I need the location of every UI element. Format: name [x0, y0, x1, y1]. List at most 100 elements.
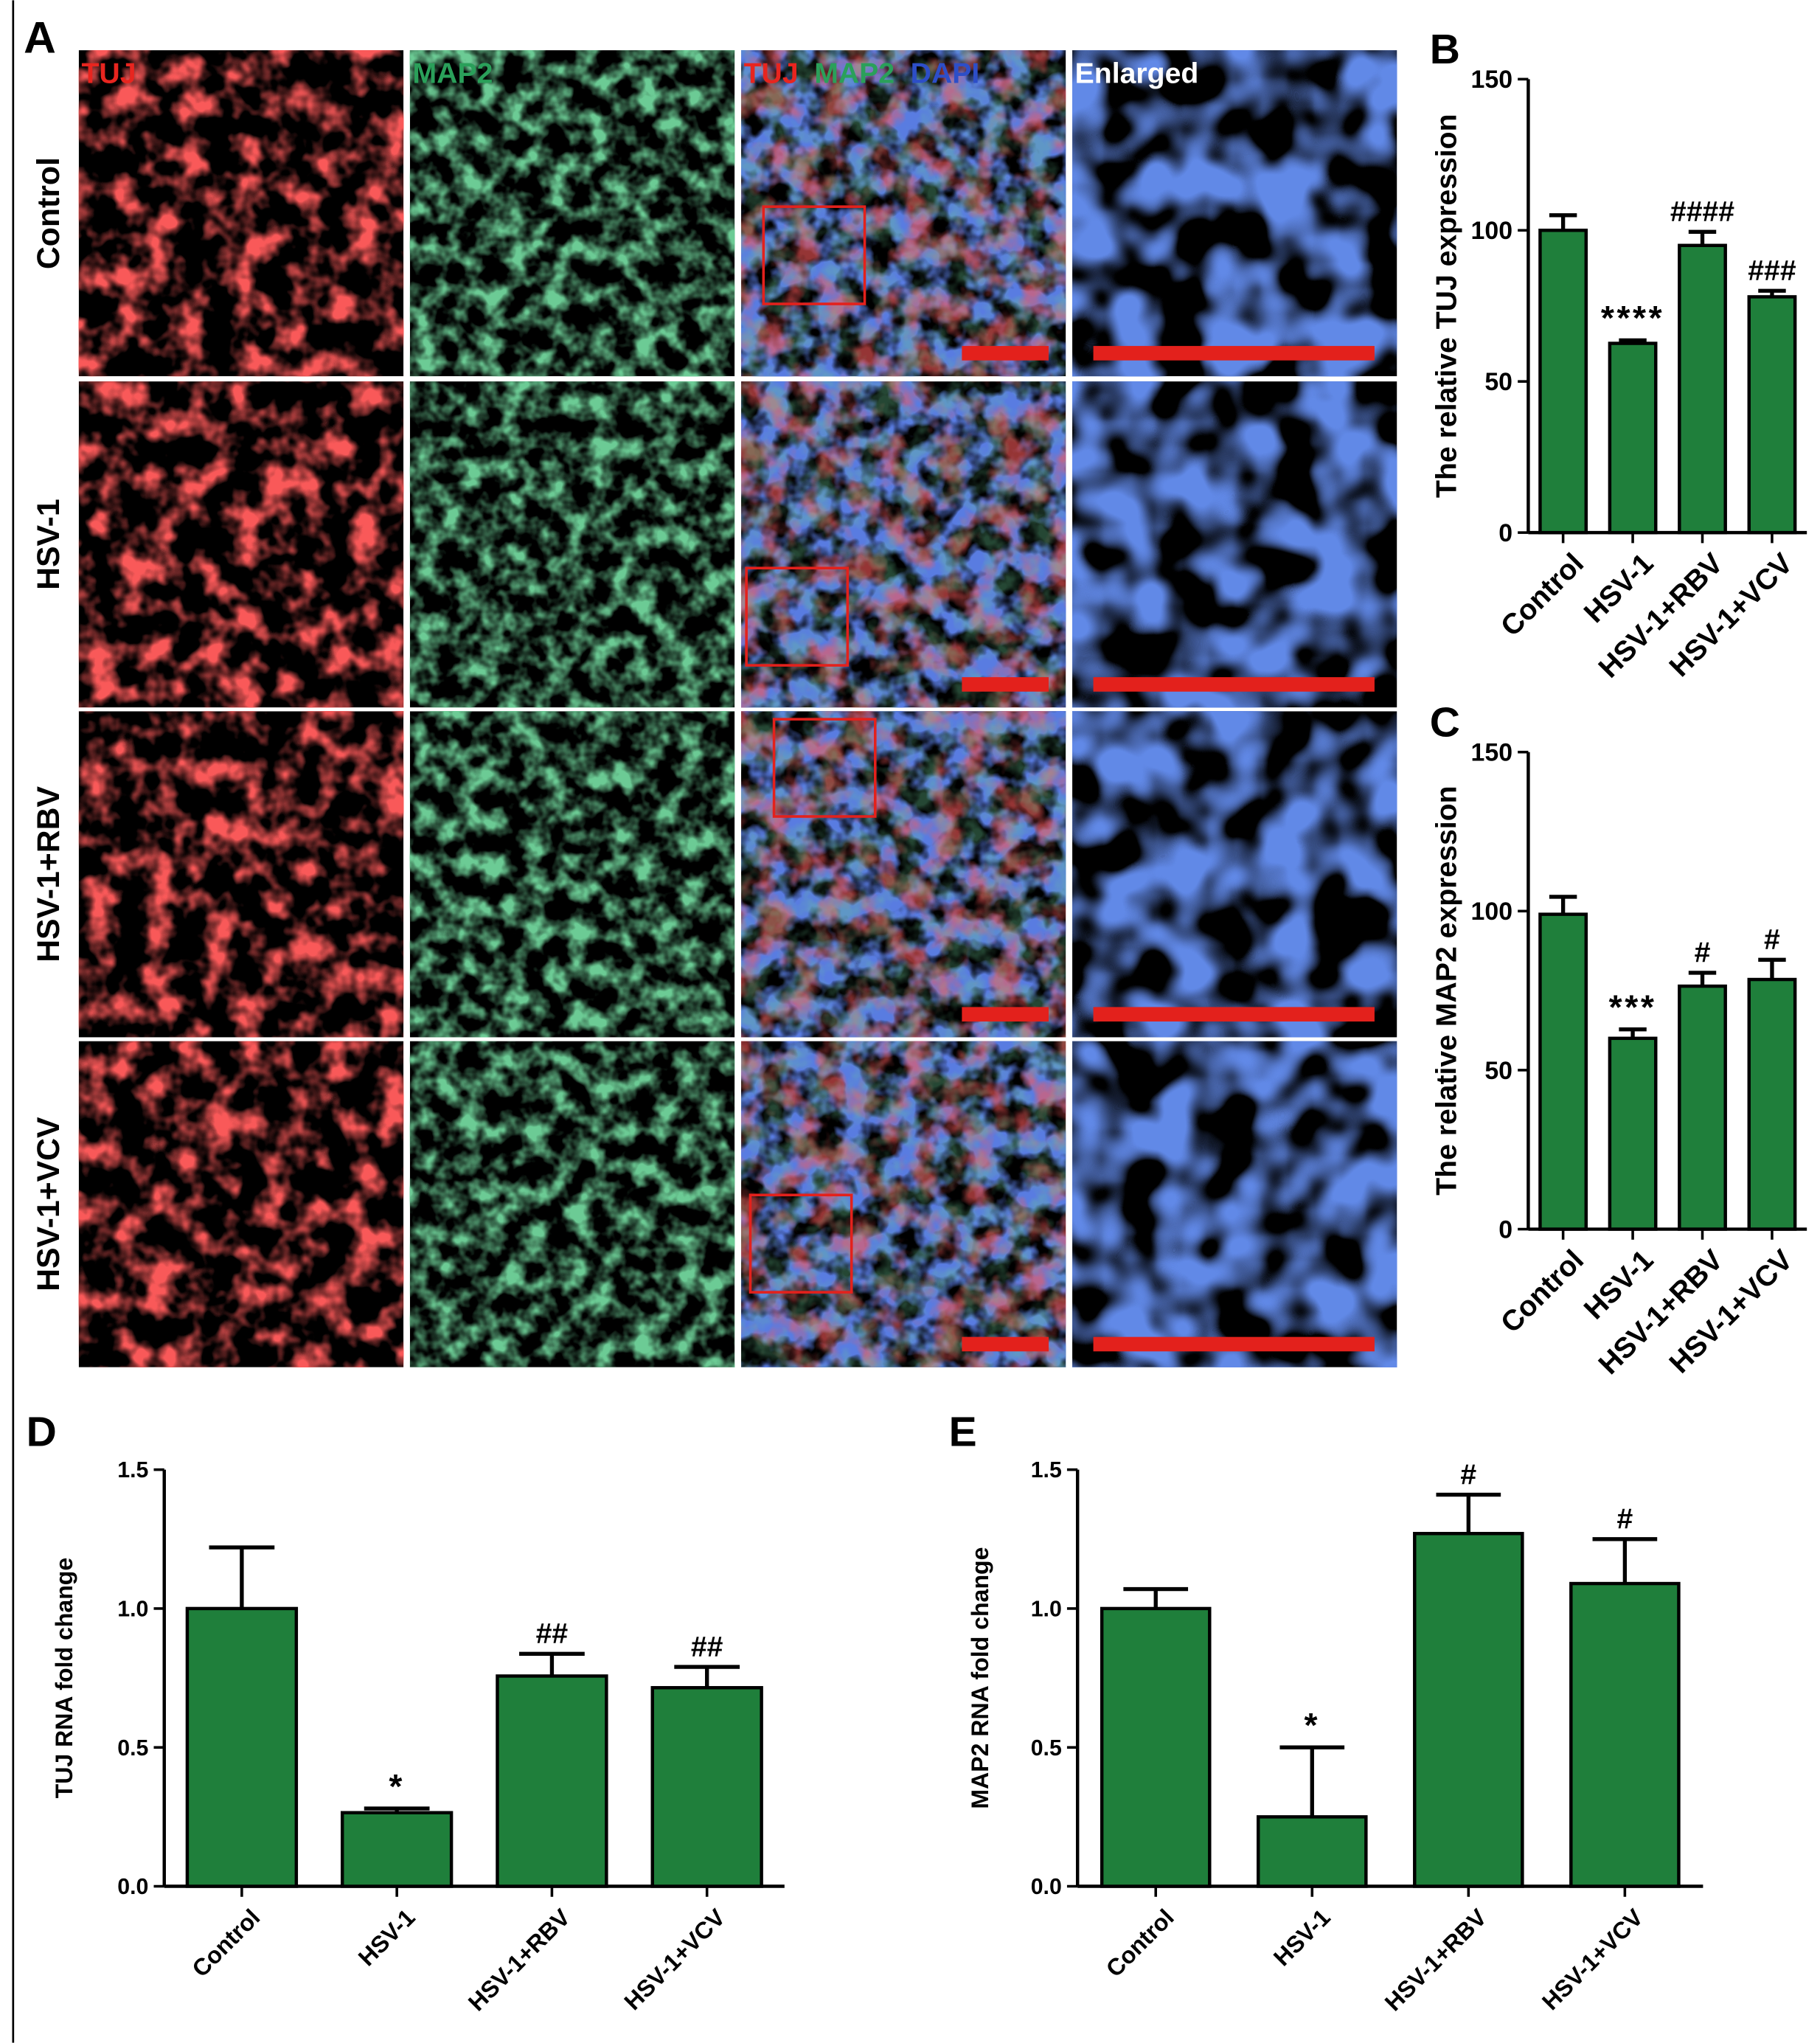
significance-mark: #: [1695, 937, 1711, 969]
row-label: HSV-1+RBV: [31, 786, 66, 962]
y-axis-label: The relative TUJ expression: [1431, 114, 1462, 498]
x-tick-label: HSV-1+VCV: [619, 1904, 730, 2015]
scale-bar: [962, 677, 1049, 692]
scale-bar: [962, 1336, 1049, 1352]
y-tick-label: 1.5: [1031, 1458, 1062, 1482]
bar: [1608, 1036, 1658, 1231]
y-tick-label: 0: [1498, 1215, 1512, 1244]
column-label: Enlarged: [1075, 58, 1199, 90]
bar: [340, 1811, 454, 1888]
stain-layer: [78, 711, 404, 1038]
bar: [496, 1674, 608, 1888]
y-axis-label: The relative MAP2 expression: [1431, 785, 1462, 1195]
significance-mark: #: [1764, 924, 1780, 956]
x-tick-label: Control: [1495, 1244, 1590, 1339]
column-label-part: MAP2: [814, 58, 895, 90]
y-tick-label: 150: [1471, 739, 1512, 767]
bar: [1538, 912, 1588, 1231]
bar: [1608, 341, 1658, 535]
bar: [1100, 1606, 1212, 1888]
x-tick-label: Control: [1101, 1904, 1179, 1982]
significance-mark: ****: [1601, 299, 1664, 337]
y-tick-label: 0.0: [1031, 1875, 1062, 1899]
inset-box: [749, 1193, 853, 1294]
x-tick-label: HSV-1: [1268, 1904, 1336, 1971]
column-label: TUJ: [81, 58, 136, 90]
significance-mark: ##: [691, 1631, 723, 1663]
y-tick-label: 150: [1471, 66, 1512, 94]
panel-label: E: [949, 1409, 977, 1456]
panel-label: D: [27, 1409, 57, 1456]
column-label: TUJ MAP2 DAPI: [744, 58, 980, 90]
column-label-part: DAPI: [911, 58, 980, 90]
stain-layer: [741, 711, 1066, 1038]
significance-mark: ***: [1609, 988, 1657, 1026]
bar: [1569, 1581, 1681, 1888]
x-tick-label: HSV-1+VCV: [1537, 1904, 1648, 2015]
y-axis-label: MAP2 RNA fold change: [967, 1547, 993, 1809]
x-tick-label: HSV-1: [353, 1904, 420, 1971]
bar: [1538, 229, 1588, 535]
x-tick-label: HSV-1+RBV: [1380, 1904, 1493, 2016]
scale-bar: [1093, 1336, 1375, 1352]
x-tick-label: Control: [187, 1904, 265, 1982]
column-label: MAP2: [413, 58, 493, 90]
stain-layer: [409, 711, 735, 1038]
panel-label: C: [1430, 698, 1460, 746]
row-label: HSV-1: [31, 499, 66, 590]
x-tick-label: Control: [1495, 547, 1590, 642]
stain-layer: [1072, 381, 1397, 708]
significance-mark: *: [389, 1767, 405, 1806]
y-tick-label: 1.0: [1031, 1598, 1062, 1622]
stain-layer: [78, 50, 404, 377]
scale-bar: [1093, 677, 1375, 692]
bar: [1413, 1532, 1524, 1888]
panel-label: A: [24, 13, 56, 63]
micrographs: [78, 50, 1397, 1367]
y-tick-label: 1.0: [117, 1598, 148, 1622]
y-tick-label: 50: [1484, 368, 1512, 396]
y-tick-label: 0.0: [117, 1875, 148, 1899]
significance-mark: #: [1616, 1504, 1633, 1536]
stain-layer: [409, 1041, 735, 1367]
stain-layer: [78, 381, 404, 708]
y-axis-label: TUJ RNA fold change: [51, 1558, 77, 1799]
bar: [1747, 295, 1797, 535]
significance-mark: ###: [1748, 255, 1796, 287]
bar: [650, 1686, 763, 1888]
stain-layer: [1072, 711, 1397, 1038]
y-tick-label: 0.5: [117, 1736, 148, 1761]
bar: [185, 1606, 299, 1888]
column-label-part: TUJ: [744, 58, 799, 90]
bar: [1747, 977, 1797, 1231]
row-label: Control: [31, 157, 66, 269]
y-tick-label: 100: [1471, 217, 1512, 245]
y-tick-label: 0: [1498, 519, 1512, 547]
stain-layer: [409, 381, 735, 708]
scale-bar: [962, 1007, 1049, 1022]
panel-label: B: [1430, 26, 1460, 73]
significance-mark: #: [1460, 1459, 1476, 1491]
significance-mark: *: [1304, 1706, 1320, 1744]
y-tick-label: 1.5: [117, 1458, 148, 1482]
bar: [1678, 243, 1727, 535]
stain-layer: [1072, 50, 1397, 377]
y-tick-label: 100: [1471, 898, 1512, 926]
row-label: HSV-1+VCV: [31, 1117, 66, 1291]
scale-bar: [962, 346, 1049, 361]
stain-layer: [741, 50, 1066, 377]
scale-bar: [1093, 346, 1375, 361]
bar: [1256, 1815, 1368, 1888]
inset-box: [762, 205, 866, 305]
inset-box: [772, 718, 877, 818]
stain-layer: [1072, 1041, 1397, 1367]
x-tick-label: HSV-1+RBV: [463, 1904, 576, 2016]
scale-bar: [1093, 1007, 1375, 1022]
inset-box: [745, 566, 850, 667]
y-tick-label: 0.5: [1031, 1736, 1062, 1761]
stain-layer: [409, 50, 735, 377]
bar: [1678, 984, 1727, 1231]
y-tick-label: 50: [1484, 1057, 1512, 1085]
